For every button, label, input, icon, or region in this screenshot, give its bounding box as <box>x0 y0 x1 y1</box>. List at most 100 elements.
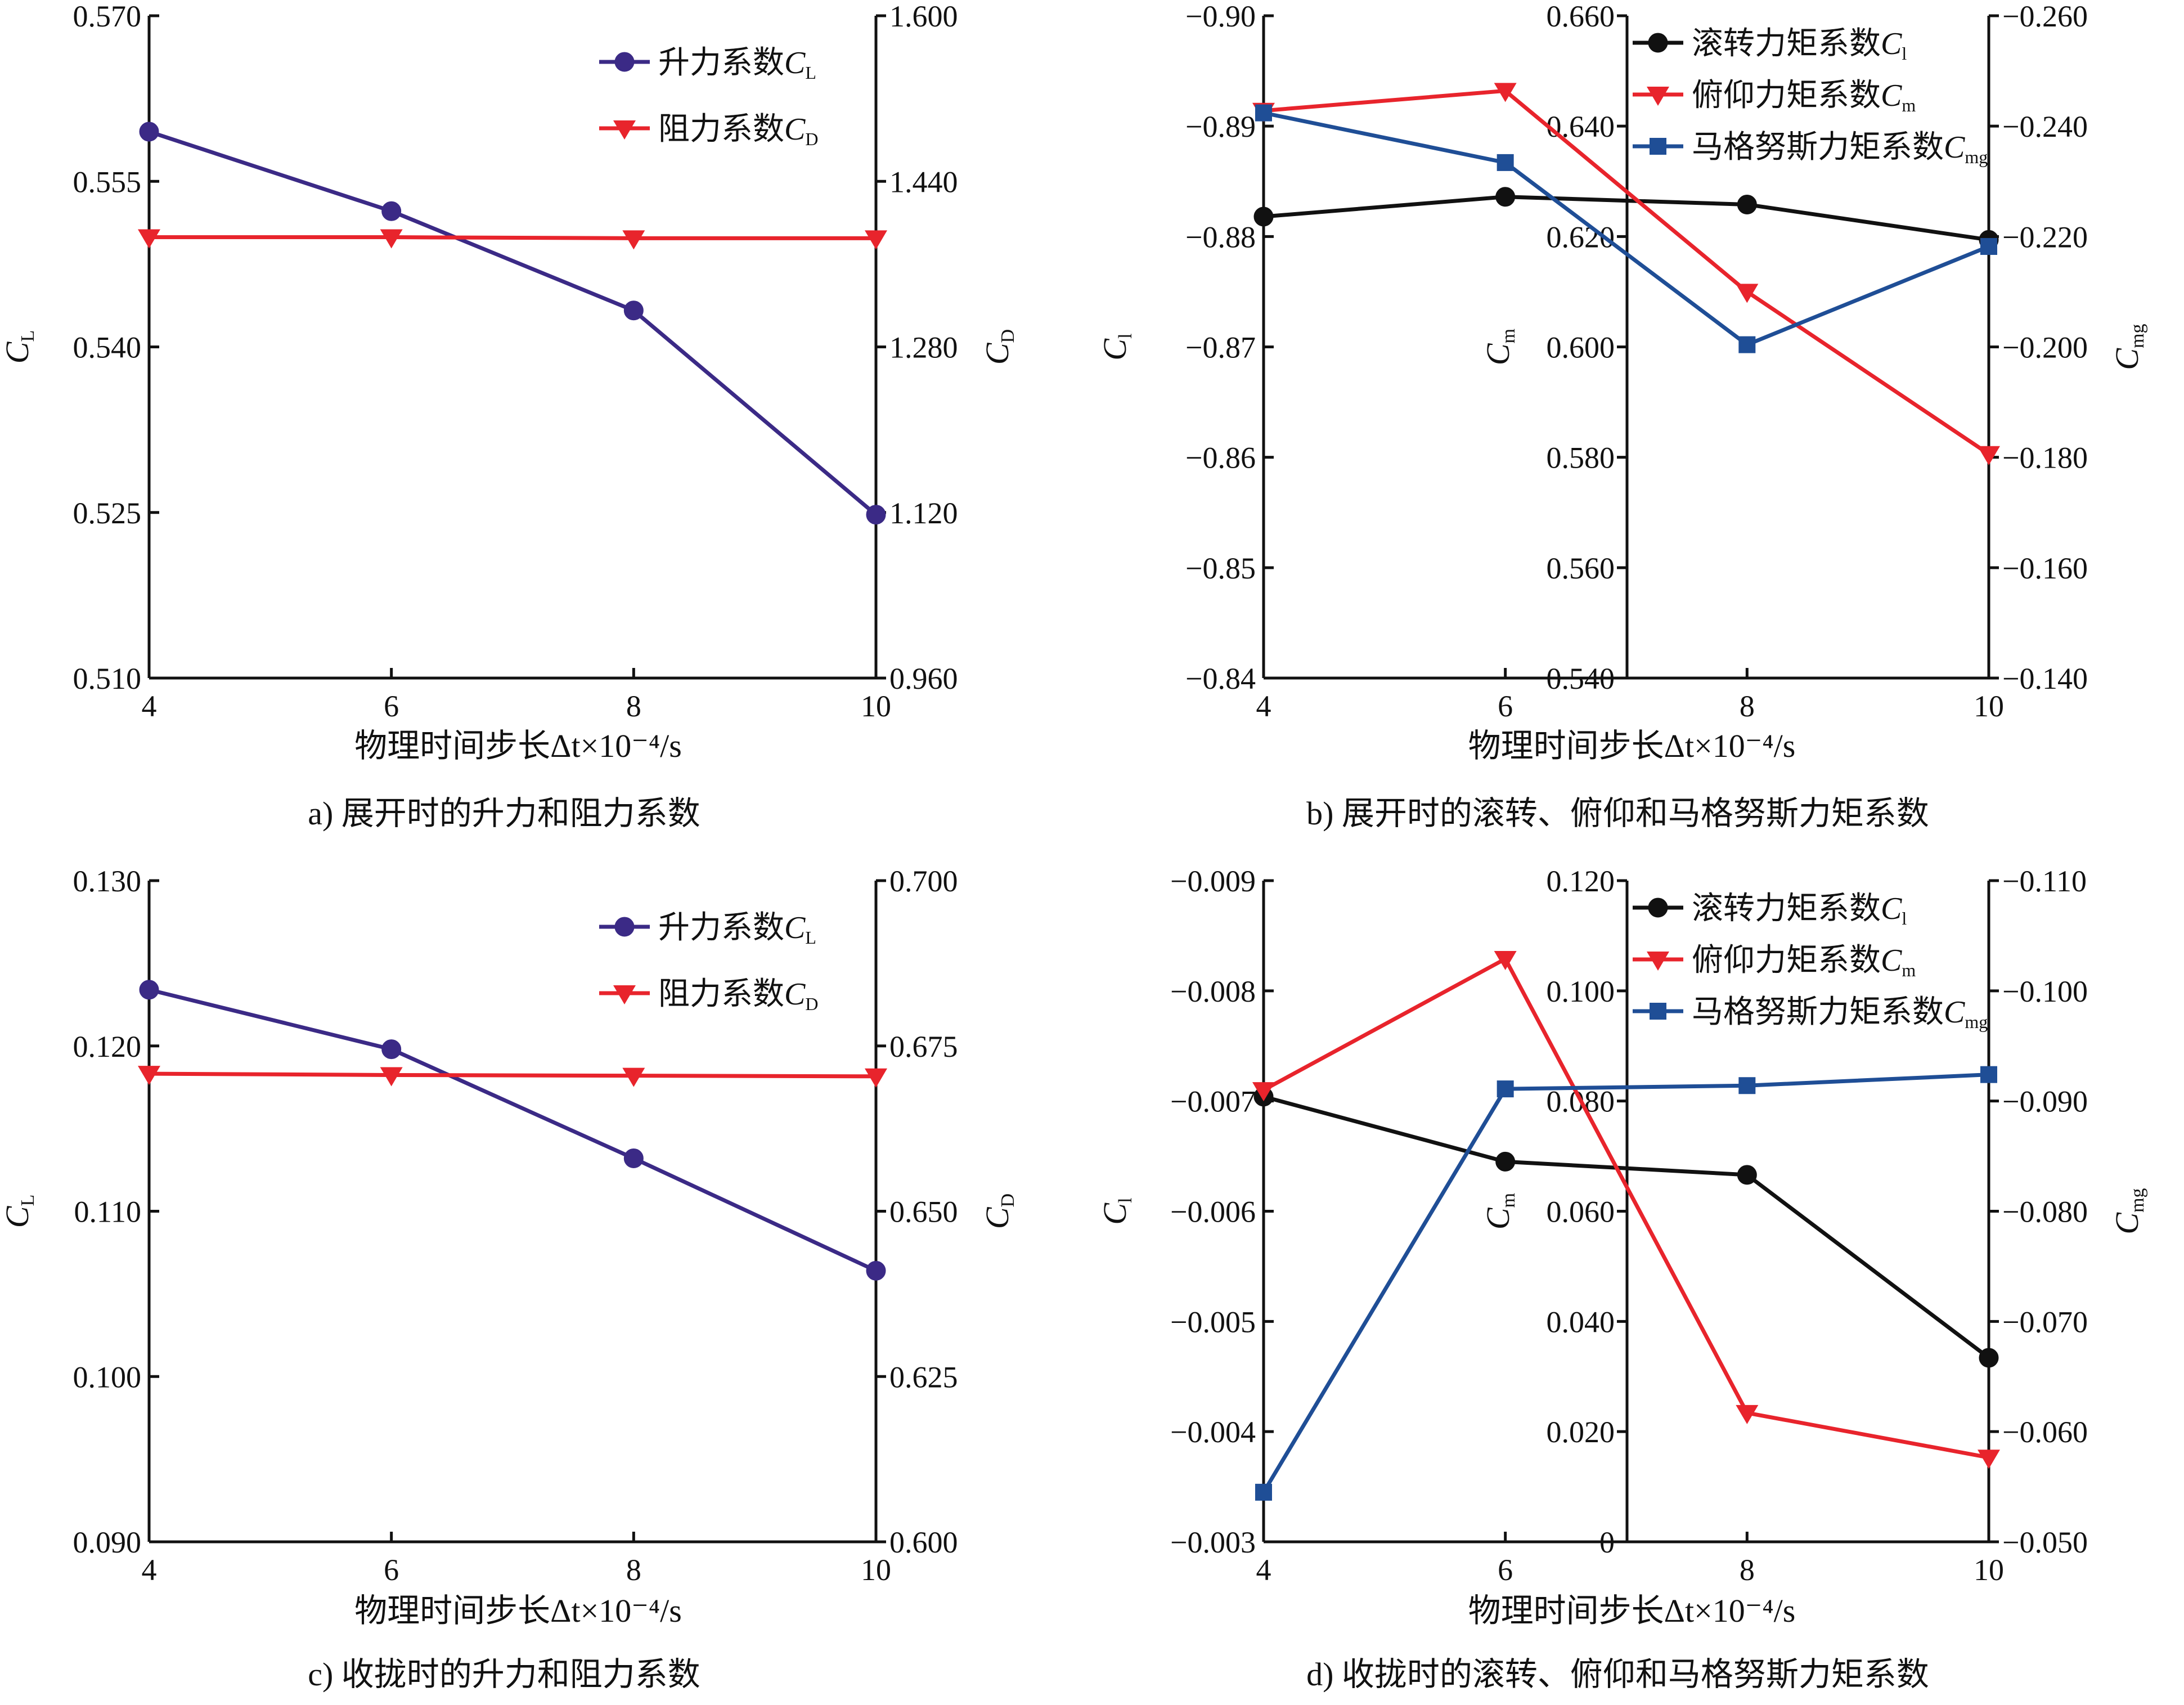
series-line <box>1263 195 1989 242</box>
y-tick-label: −0.090 <box>2002 1085 2088 1119</box>
y-tick-label: 0.580 <box>1547 441 1615 475</box>
legend-entry: 俯仰力矩系数Cm <box>1692 943 1916 980</box>
x-tick-label: 10 <box>1974 689 2004 723</box>
x-tick-label: 4 <box>1256 689 1271 723</box>
y-tick-label: 1.600 <box>889 0 958 33</box>
figure-caption: d) 收拢时的滚转、俯仰和马格努斯力矩系数 <box>1306 1656 1929 1693</box>
y-tick-label: 0.120 <box>1547 864 1615 898</box>
y-tick-label: 0.600 <box>889 1525 958 1559</box>
chart-panel-d: −0.003 −0.004 −0.005 −0.006 −0.007 −0.008 −0.0… <box>1097 864 2148 1693</box>
data-point <box>865 1068 887 1088</box>
y-tick-label: −0.060 <box>2002 1415 2088 1449</box>
data-point <box>1495 1151 1516 1172</box>
figure-caption: a) 展开时的升力和阻力系数 <box>308 795 700 832</box>
series-line <box>1261 1073 1989 1493</box>
y-tick-label: 0.650 <box>889 1195 958 1229</box>
y-tick-label: −0.006 <box>1170 1195 1256 1229</box>
y-axis-title-right: Cmg <box>2109 1188 2148 1234</box>
data-point <box>139 980 159 1000</box>
y-tick-label: 0.640 <box>1547 110 1615 143</box>
y-tick-label: −0.004 <box>1170 1415 1256 1449</box>
data-point <box>138 1066 160 1085</box>
series-line <box>149 988 877 1273</box>
x-tick-label: 4 <box>142 689 157 723</box>
y-tick-label: −0.87 <box>1185 331 1256 365</box>
data-point <box>1978 1450 2000 1469</box>
x-tick-label: 10 <box>861 1553 891 1587</box>
y-tick-label: −0.100 <box>2002 975 2088 1008</box>
x-tick-label: 6 <box>1498 689 1513 723</box>
x-tick-label: 8 <box>626 689 641 723</box>
data-point <box>622 1067 645 1087</box>
legend-entry: 滚转力矩系数Cl <box>1692 891 1907 928</box>
x-tick-label: 6 <box>1498 1553 1513 1587</box>
data-point <box>381 1039 402 1060</box>
data-point <box>138 229 160 249</box>
data-point <box>1497 1080 1514 1098</box>
y-tick-label: −0.070 <box>2002 1305 2088 1339</box>
legend-marker <box>613 120 636 140</box>
legend-marker <box>1647 87 1669 106</box>
y-tick-label: 0.540 <box>1547 662 1615 696</box>
series-line <box>1262 957 1989 1460</box>
data-point <box>866 1260 886 1281</box>
legend-entry: 俯仰力矩系数Cm <box>1692 78 1916 115</box>
y-tick-label: −0.180 <box>2002 441 2088 475</box>
series-line <box>1263 88 1990 456</box>
legend-entry: 阻力系数CD <box>658 112 818 149</box>
data-point <box>1736 1405 1759 1424</box>
y-tick-label: −0.110 <box>2002 864 2087 898</box>
legend-entry: 马格努斯力矩系数Cmg <box>1692 995 1988 1032</box>
x-tick-label: 10 <box>861 689 891 723</box>
y-tick-label: 0.040 <box>1547 1305 1615 1339</box>
legend: 升力系数CL 阻力系数CD <box>599 910 818 1014</box>
y-tick-label: 0.960 <box>889 662 958 696</box>
y-tick-label: 0.100 <box>73 1360 142 1394</box>
y-tick-label: −0.240 <box>2002 110 2088 143</box>
data-point <box>1252 1082 1275 1102</box>
y-tick-label: −0.160 <box>2002 551 2088 585</box>
y-tick-label: −0.85 <box>1185 551 1256 585</box>
y-tick-label: 0.090 <box>73 1525 142 1559</box>
y-axis-title-right: CD <box>979 1194 1018 1229</box>
y-tick-label: −0.140 <box>2002 662 2088 696</box>
series-line <box>1263 111 1990 347</box>
y-tick-label: −0.89 <box>1185 110 1256 143</box>
data-point <box>380 1067 403 1087</box>
y-axis-title-middle: Cm <box>1480 329 1519 365</box>
legend-marker <box>614 917 635 937</box>
x-tick-label: 8 <box>1740 1553 1755 1587</box>
data-point <box>623 1148 644 1168</box>
y-tick-label: 0.700 <box>889 864 958 898</box>
x-axis-title: 物理时间步长Δt×10⁻⁴/s <box>1468 1592 1796 1629</box>
x-axis-title: 物理时间步长Δt×10⁻⁴/s <box>354 728 682 764</box>
data-point <box>1736 284 1759 303</box>
legend: 升力系数CL 阻力系数CD <box>599 46 818 149</box>
data-point <box>866 505 886 525</box>
y-tick-label: −0.260 <box>2002 0 2088 33</box>
y-tick-label: 0.625 <box>889 1360 958 1394</box>
y-tick-label: 0.600 <box>1547 331 1615 365</box>
y-tick-label: 0.510 <box>73 662 142 696</box>
data-point <box>1738 1077 1756 1094</box>
data-point <box>1980 1066 1997 1083</box>
y-tick-label: −0.007 <box>1170 1085 1256 1119</box>
legend-marker <box>1650 138 1666 155</box>
data-point <box>1978 446 2000 465</box>
legend-marker <box>1650 1003 1666 1020</box>
data-point <box>1253 207 1274 227</box>
y-tick-label: 0.525 <box>73 496 142 530</box>
x-tick-label: 4 <box>1256 1553 1271 1587</box>
data-point <box>1979 1348 1999 1368</box>
chart-panel-a: 0.510 0.525 0.540 0.555 0.570 CL 0.960 1.120 1.2… <box>0 0 1018 832</box>
y-tick-label: 0.100 <box>1547 975 1615 1008</box>
legend-entry: 升力系数CL <box>658 46 816 83</box>
y-axis-title-left: Cl <box>1097 1197 1136 1224</box>
legend-marker <box>1648 33 1668 53</box>
y-tick-label: 0.540 <box>73 331 142 365</box>
y-tick-label: 0.555 <box>73 165 142 199</box>
x-tick-label: 10 <box>1974 1553 2004 1587</box>
y-tick-label: −0.86 <box>1185 441 1256 475</box>
data-point <box>1494 83 1517 102</box>
x-tick-label: 8 <box>1740 689 1755 723</box>
